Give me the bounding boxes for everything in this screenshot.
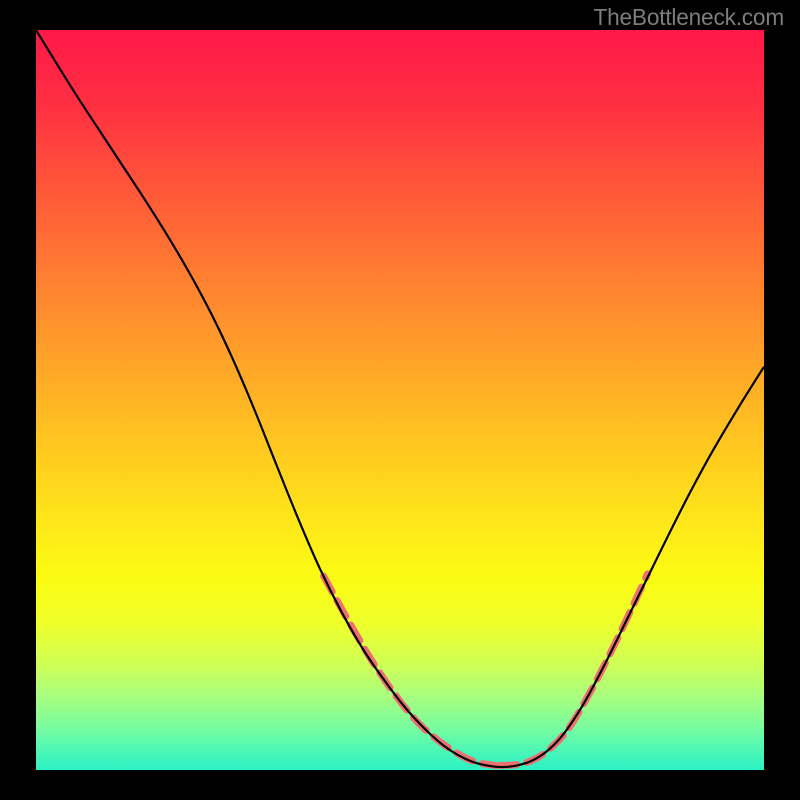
overlay-dash-right [499,574,648,766]
main-curve [36,30,764,767]
watermark-label: TheBottleneck.com [593,4,784,31]
plot-svg [0,0,800,800]
overlay-dash-left [324,576,497,765]
chart-stage: TheBottleneck.com [0,0,800,800]
